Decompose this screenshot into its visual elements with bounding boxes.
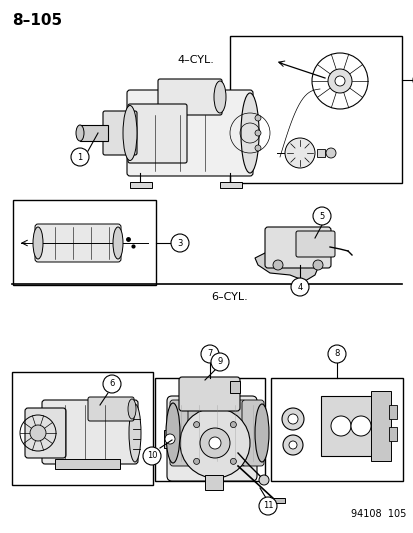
Bar bbox=[272, 498, 284, 503]
Text: 8: 8 bbox=[334, 350, 339, 359]
Ellipse shape bbox=[128, 399, 136, 419]
FancyBboxPatch shape bbox=[223, 400, 245, 466]
Circle shape bbox=[259, 475, 268, 485]
FancyBboxPatch shape bbox=[88, 397, 134, 421]
Bar bbox=[154, 378, 264, 481]
FancyBboxPatch shape bbox=[127, 90, 252, 176]
Ellipse shape bbox=[240, 93, 259, 173]
Bar bbox=[388, 405, 396, 419]
FancyBboxPatch shape bbox=[188, 400, 209, 466]
Circle shape bbox=[327, 345, 345, 363]
FancyBboxPatch shape bbox=[264, 227, 330, 268]
FancyBboxPatch shape bbox=[242, 400, 263, 466]
FancyBboxPatch shape bbox=[178, 377, 240, 411]
Text: 11: 11 bbox=[262, 502, 273, 511]
Text: 4: 4 bbox=[297, 282, 302, 292]
FancyBboxPatch shape bbox=[295, 231, 334, 257]
Circle shape bbox=[330, 416, 350, 436]
Circle shape bbox=[209, 437, 221, 449]
Circle shape bbox=[325, 148, 335, 158]
Circle shape bbox=[193, 458, 199, 464]
Text: 5: 5 bbox=[318, 212, 324, 221]
Circle shape bbox=[165, 434, 175, 444]
Circle shape bbox=[180, 408, 249, 478]
Bar bbox=[219, 182, 242, 188]
Circle shape bbox=[282, 435, 302, 455]
Circle shape bbox=[259, 497, 276, 515]
Circle shape bbox=[230, 422, 236, 427]
Circle shape bbox=[142, 447, 161, 465]
Bar bbox=[230, 36, 401, 183]
Text: 7: 7 bbox=[207, 350, 212, 359]
FancyBboxPatch shape bbox=[128, 104, 187, 163]
Bar bbox=[320, 396, 375, 456]
Ellipse shape bbox=[254, 404, 268, 462]
Circle shape bbox=[281, 408, 303, 430]
Ellipse shape bbox=[113, 227, 123, 259]
Bar bbox=[316, 149, 324, 157]
Circle shape bbox=[287, 414, 297, 424]
Circle shape bbox=[334, 76, 344, 86]
Circle shape bbox=[71, 148, 89, 166]
Bar bbox=[164, 430, 176, 448]
Bar bbox=[204, 475, 223, 490]
FancyBboxPatch shape bbox=[35, 224, 121, 262]
Ellipse shape bbox=[33, 227, 43, 259]
Circle shape bbox=[288, 441, 296, 449]
Text: 6: 6 bbox=[109, 379, 114, 389]
Text: 1: 1 bbox=[77, 152, 83, 161]
Bar bbox=[80, 125, 108, 141]
Circle shape bbox=[230, 458, 236, 464]
Bar bbox=[12, 372, 153, 485]
Bar bbox=[370, 391, 390, 461]
Bar bbox=[388, 427, 396, 441]
FancyBboxPatch shape bbox=[170, 400, 192, 466]
Text: 10: 10 bbox=[146, 451, 157, 461]
FancyBboxPatch shape bbox=[103, 111, 137, 155]
Text: 3: 3 bbox=[177, 238, 182, 247]
Circle shape bbox=[254, 115, 260, 121]
Circle shape bbox=[30, 425, 46, 441]
Circle shape bbox=[254, 145, 260, 151]
FancyBboxPatch shape bbox=[42, 400, 138, 464]
Ellipse shape bbox=[76, 125, 84, 141]
FancyBboxPatch shape bbox=[166, 396, 256, 481]
Circle shape bbox=[312, 207, 330, 225]
Circle shape bbox=[272, 260, 282, 270]
Text: 9: 9 bbox=[217, 358, 222, 367]
Circle shape bbox=[284, 138, 314, 168]
Circle shape bbox=[103, 375, 121, 393]
FancyBboxPatch shape bbox=[206, 400, 228, 466]
Bar bbox=[13, 200, 156, 285]
Ellipse shape bbox=[123, 106, 137, 160]
Circle shape bbox=[290, 278, 308, 296]
Text: 8–105: 8–105 bbox=[12, 13, 62, 28]
Bar bbox=[271, 378, 402, 481]
Polygon shape bbox=[254, 235, 319, 281]
Circle shape bbox=[412, 71, 413, 89]
Bar bbox=[55, 459, 120, 469]
Circle shape bbox=[350, 416, 370, 436]
Circle shape bbox=[254, 130, 260, 136]
FancyBboxPatch shape bbox=[25, 408, 66, 458]
Circle shape bbox=[201, 345, 218, 363]
Text: 4–CYL.: 4–CYL. bbox=[177, 55, 214, 65]
Ellipse shape bbox=[129, 404, 141, 462]
Circle shape bbox=[193, 422, 199, 427]
Circle shape bbox=[312, 260, 322, 270]
Bar bbox=[230, 381, 240, 393]
Text: 94108  105: 94108 105 bbox=[350, 509, 405, 519]
Ellipse shape bbox=[214, 81, 225, 113]
FancyBboxPatch shape bbox=[158, 79, 221, 115]
Text: 6–CYL.: 6–CYL. bbox=[211, 292, 248, 302]
Ellipse shape bbox=[166, 403, 180, 463]
Circle shape bbox=[199, 428, 230, 458]
Bar bbox=[130, 182, 152, 188]
Circle shape bbox=[327, 69, 351, 93]
Circle shape bbox=[171, 234, 189, 252]
Circle shape bbox=[211, 353, 228, 371]
